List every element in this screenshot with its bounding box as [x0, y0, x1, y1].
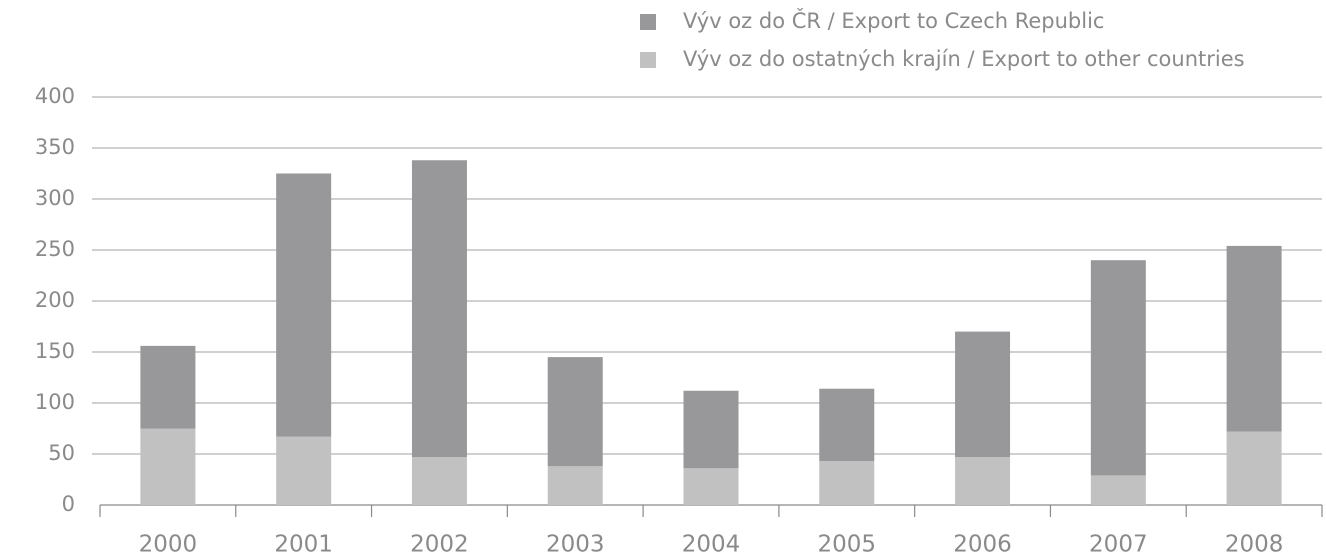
bar-segment — [683, 390, 739, 469]
bar-segment — [1090, 260, 1146, 476]
legend-swatch — [640, 52, 656, 68]
x-tick-label: 2004 — [682, 532, 741, 557]
bar-segment — [140, 345, 196, 429]
bar-segment — [547, 466, 603, 505]
bar-segment — [276, 173, 332, 437]
y-tick-label: 300 — [35, 186, 75, 210]
x-tick-label: 2005 — [818, 532, 877, 557]
bar-segment — [819, 461, 875, 505]
x-tick-label: 2002 — [410, 532, 469, 557]
y-tick-label: 350 — [35, 135, 75, 159]
x-tick-label: 2000 — [139, 532, 198, 557]
bar-segment — [683, 468, 739, 505]
bar-segment — [411, 160, 467, 458]
y-tick-label: 150 — [35, 339, 75, 363]
y-tick-label: 250 — [35, 237, 75, 261]
x-tick-label: 2001 — [274, 532, 333, 557]
bar-segment — [140, 428, 196, 505]
y-tick-label: 200 — [35, 288, 75, 312]
bar-segment — [1090, 475, 1146, 505]
bar-segment — [955, 457, 1011, 505]
legend-label: Výv oz do ČR / Export to Czech Republic — [683, 8, 1104, 33]
x-tick-label: 2003 — [546, 532, 605, 557]
bar-segment — [276, 436, 332, 505]
bar-segment — [955, 331, 1011, 458]
legend-label: Výv oz do ostatných krajín / Export to o… — [683, 47, 1245, 71]
legend-swatch — [640, 14, 656, 30]
y-tick-label: 0 — [62, 492, 75, 516]
bar-segment — [547, 357, 603, 467]
x-tick-label: 2006 — [953, 532, 1012, 557]
y-tick-label: 100 — [35, 390, 75, 414]
bar-segment — [819, 388, 875, 462]
bar-segment — [1226, 245, 1282, 432]
x-tick-label: 2008 — [1225, 532, 1284, 557]
y-tick-label: 50 — [48, 441, 75, 465]
y-tick-label: 400 — [35, 84, 75, 108]
x-tick-label: 2007 — [1089, 532, 1148, 557]
bar-segment — [411, 457, 467, 505]
bar-segment — [1226, 431, 1282, 505]
